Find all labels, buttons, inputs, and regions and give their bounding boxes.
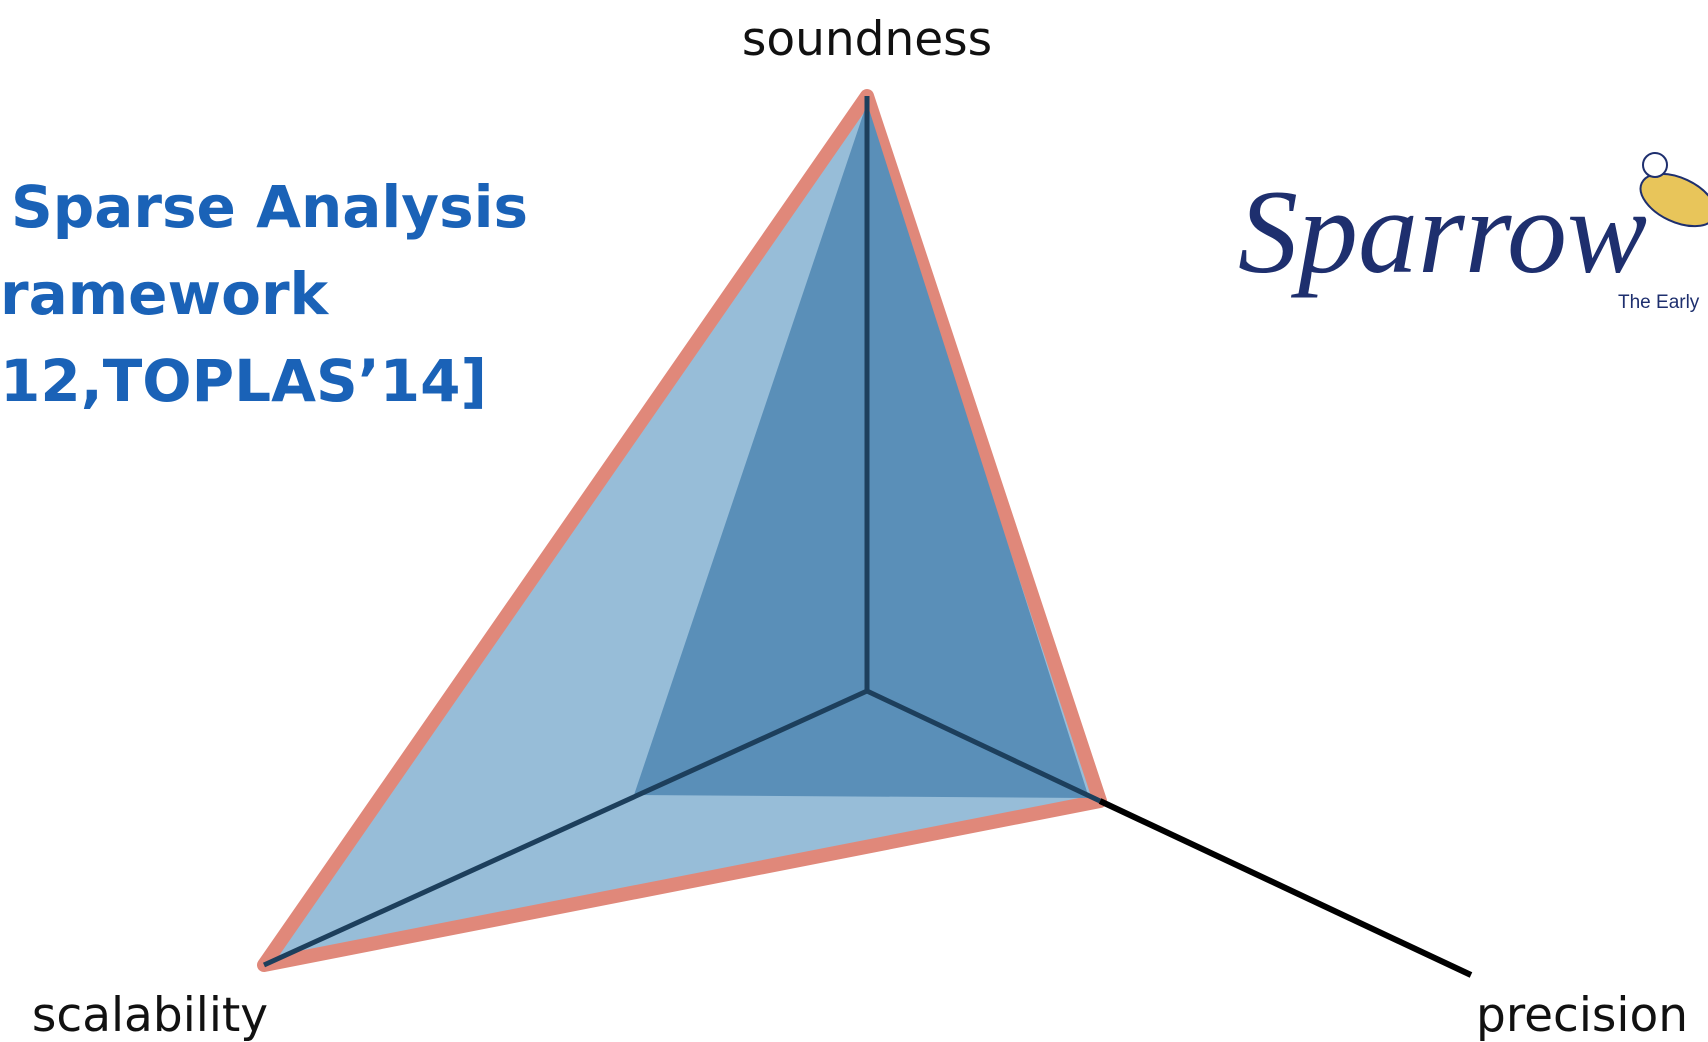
logo-tagline: The Early (1618, 292, 1700, 313)
axis-line (1098, 798, 1473, 978)
inner-triangle (634, 103, 1089, 798)
axis-line (262, 688, 869, 968)
title-line: 12,TOPLAS’14] (0, 347, 487, 415)
logo: Sparrow The Early (1238, 152, 1708, 313)
axis-line (865, 688, 1102, 804)
axis-label: soundness (742, 12, 992, 67)
title-line: Sparse Analysis (11, 173, 528, 241)
title-line: ramework (0, 260, 330, 328)
logo-bird-head (1642, 152, 1668, 178)
logo-bird (1639, 172, 1708, 228)
axis-label: scalability (32, 988, 268, 1042)
logo-text: Sparrow (1238, 165, 1647, 298)
axis-label: precision (1476, 988, 1688, 1042)
